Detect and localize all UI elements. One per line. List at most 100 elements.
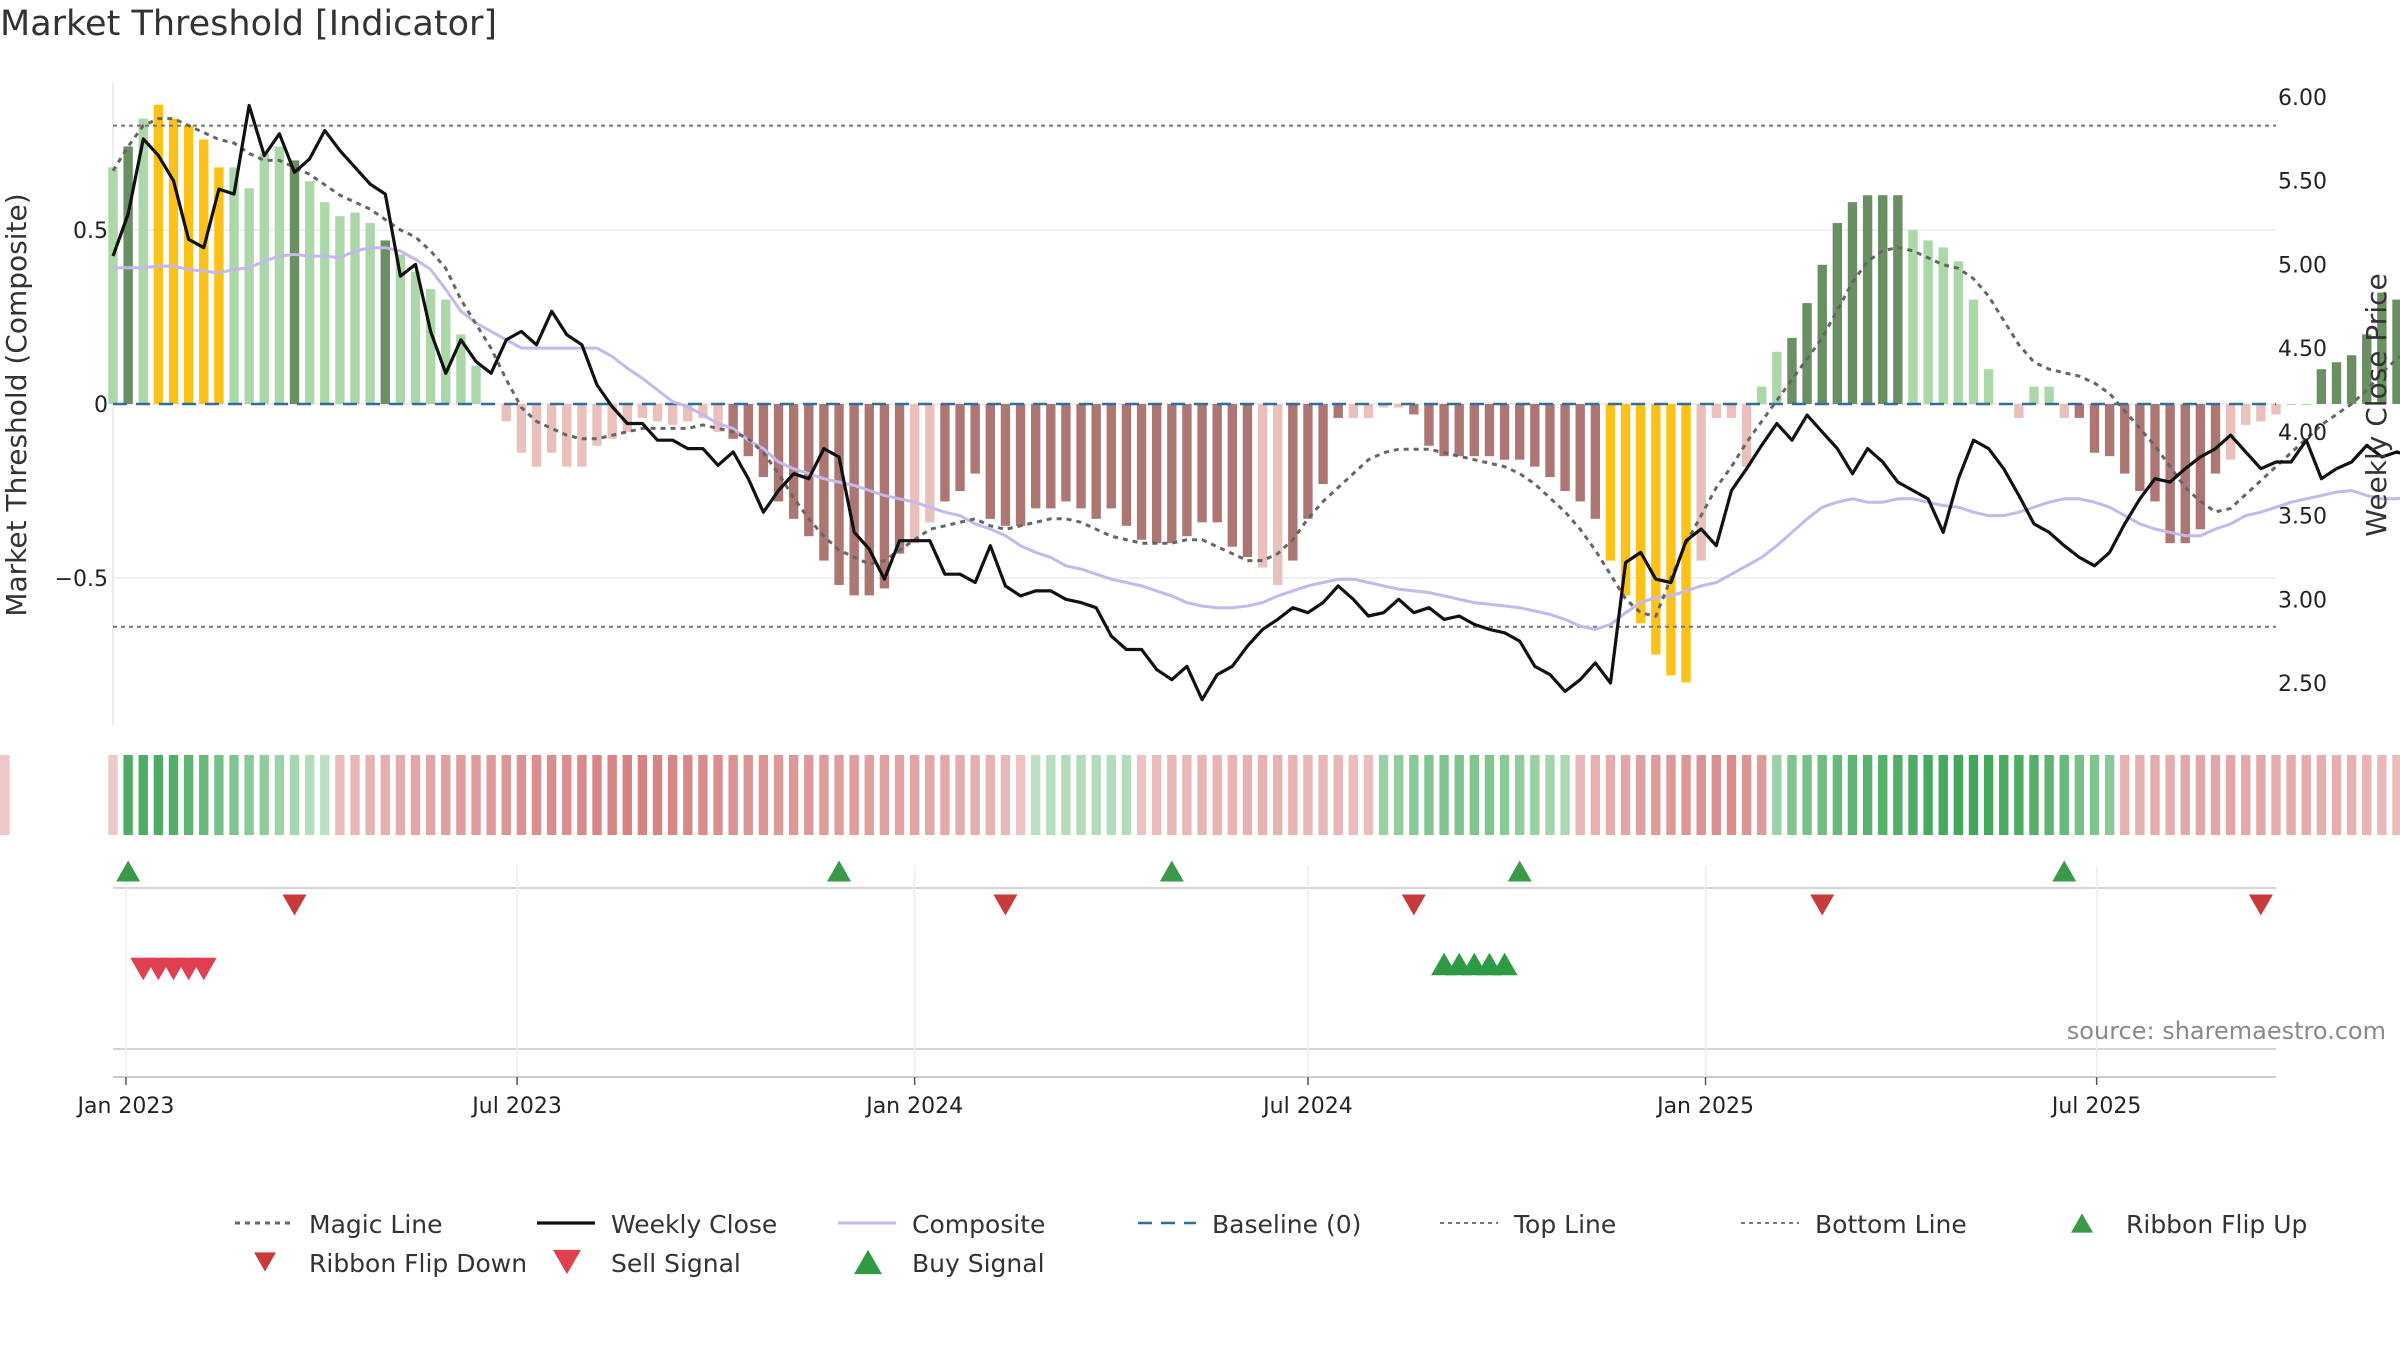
right-tick-label: 2.50 [2278, 672, 2327, 697]
ribbon-cell [1197, 755, 1207, 835]
composite-bar [925, 404, 935, 523]
composite-bar [1061, 404, 1071, 502]
composite-bar [425, 289, 436, 404]
composite-bar [183, 125, 194, 404]
composite-bars [108, 104, 2400, 683]
composite-bar [441, 299, 451, 404]
ribbon-cell [1968, 755, 1979, 835]
composite-bar [1862, 195, 1873, 404]
ribbon-cell [879, 755, 890, 835]
composite-bar [1847, 202, 1858, 404]
ribbon-cell [1999, 755, 2009, 835]
composite-bar [1908, 230, 1918, 404]
right-tick-label: 4.00 [2278, 421, 2327, 446]
composite-bar [501, 404, 511, 422]
composite-bar [637, 404, 648, 418]
ribbon-cell [1121, 755, 1132, 835]
composite-bar [1968, 299, 1979, 404]
legend-item-close: Weekly Close [537, 1210, 777, 1239]
magic-line-line [111, 117, 2400, 618]
left-axis-title: Market Threshold (Composite) [0, 193, 33, 616]
legend-label-sell: Sell Signal [611, 1249, 741, 1278]
ribbon-cell [153, 755, 164, 835]
ribbon-cell [1182, 755, 1192, 835]
ribbon-cell [909, 755, 920, 835]
ribbon-cell [1151, 755, 1162, 835]
ribbon-cell [834, 755, 844, 835]
ribbon-cell [229, 755, 239, 835]
composite-bar [1242, 404, 1253, 558]
x-tick-label: Jan 2025 [1655, 1094, 1754, 1119]
composite-bar [2331, 362, 2342, 404]
ribbon-cell [1106, 755, 1116, 835]
x-tick-label: Jan 2024 [864, 1094, 963, 1119]
ribbon-cell [441, 755, 451, 835]
composite-bar [1711, 404, 1722, 418]
ribbon-cell [1000, 755, 1011, 835]
composite-bar [1666, 404, 1676, 676]
ribbon-cell [970, 755, 980, 835]
ribbon-cell [788, 755, 799, 835]
composite-bar [970, 404, 980, 474]
ribbon-cell [804, 755, 814, 835]
legend-label-magic: Magic Line [309, 1210, 443, 1239]
ribbon-cell [1242, 755, 1253, 835]
legend-item-magic: Magic Line [235, 1210, 443, 1239]
ribbon-cell [925, 755, 935, 835]
ribbon-flip-up-marker [2052, 860, 2077, 882]
x-axis-ticks: Jan 2023 Jul 2023 Jan 2024 Jul 2024 Jan 2025… [76, 1077, 2141, 1119]
ribbon-cell [123, 755, 133, 835]
ribbon-cell [2135, 755, 2145, 835]
composite-bar [2392, 299, 2400, 404]
ribbon-cell [1318, 755, 1328, 835]
legend-label-close: Weekly Close [611, 1210, 777, 1239]
ribbon-cell [1605, 755, 1616, 835]
composite-bar [380, 240, 390, 404]
composite-bar [2241, 404, 2251, 425]
composite-bar [1288, 404, 1298, 561]
ribbon-flip-down-marker [2248, 894, 2273, 916]
ribbon-flip-up-marker [1507, 860, 1532, 882]
composite-bar [138, 118, 148, 404]
ribbon-cell [365, 755, 375, 835]
composite-bar [1182, 404, 1192, 537]
guide-lines [113, 124, 2276, 628]
ribbon-cell [2089, 755, 2100, 835]
legend-item-sell: Sell Signal [553, 1249, 741, 1278]
right-y-ticks: 6.00 5.50 5.00 4.50 4.00 3.50 3.00 2.50 [2278, 86, 2327, 697]
ribbon-cell [1303, 755, 1313, 835]
composite-bar [758, 404, 769, 478]
ribbon-cell [2346, 755, 2357, 835]
ribbon-cell [1076, 755, 1086, 835]
ribbon-cell [577, 755, 587, 835]
composite-bar [1091, 404, 1101, 519]
ribbon-cell [1394, 755, 1404, 835]
ribbon-cell [1878, 755, 1888, 835]
composite-bar [2044, 386, 2054, 404]
ribbon-cell [2195, 755, 2206, 835]
left-y-ticks: 0.5 0 −0.5 [55, 219, 108, 592]
right-tick-label: 3.00 [2278, 588, 2327, 613]
composite-bar [864, 404, 874, 596]
ribbon-cell [1666, 755, 1676, 835]
ribbon-cell [2059, 755, 2069, 835]
composite-bar [2180, 404, 2190, 544]
composite-bar [168, 118, 179, 404]
ribbon-cell [456, 755, 466, 835]
source-note: source: sharemaestro.com [2067, 1017, 2386, 1045]
composite-bar [1227, 404, 1238, 547]
composite-bar [849, 404, 859, 596]
ribbon-cell [728, 755, 738, 835]
composite-bar [2362, 334, 2372, 404]
composite-bar [1378, 404, 1389, 408]
ribbon-cell [1590, 755, 1601, 835]
composite-bar [834, 404, 844, 585]
composite-bar [1015, 404, 1026, 526]
ribbon-cell [652, 755, 663, 835]
ribbon-cell [2286, 755, 2296, 835]
ribbon-cell [1257, 755, 1268, 835]
composite-bar [1530, 404, 1540, 467]
x-tick-label: Jan 2023 [76, 1094, 175, 1119]
legend-label-bottom: Bottom Line [1815, 1210, 1967, 1239]
ribbon-flip-down-marker [1810, 894, 1835, 916]
